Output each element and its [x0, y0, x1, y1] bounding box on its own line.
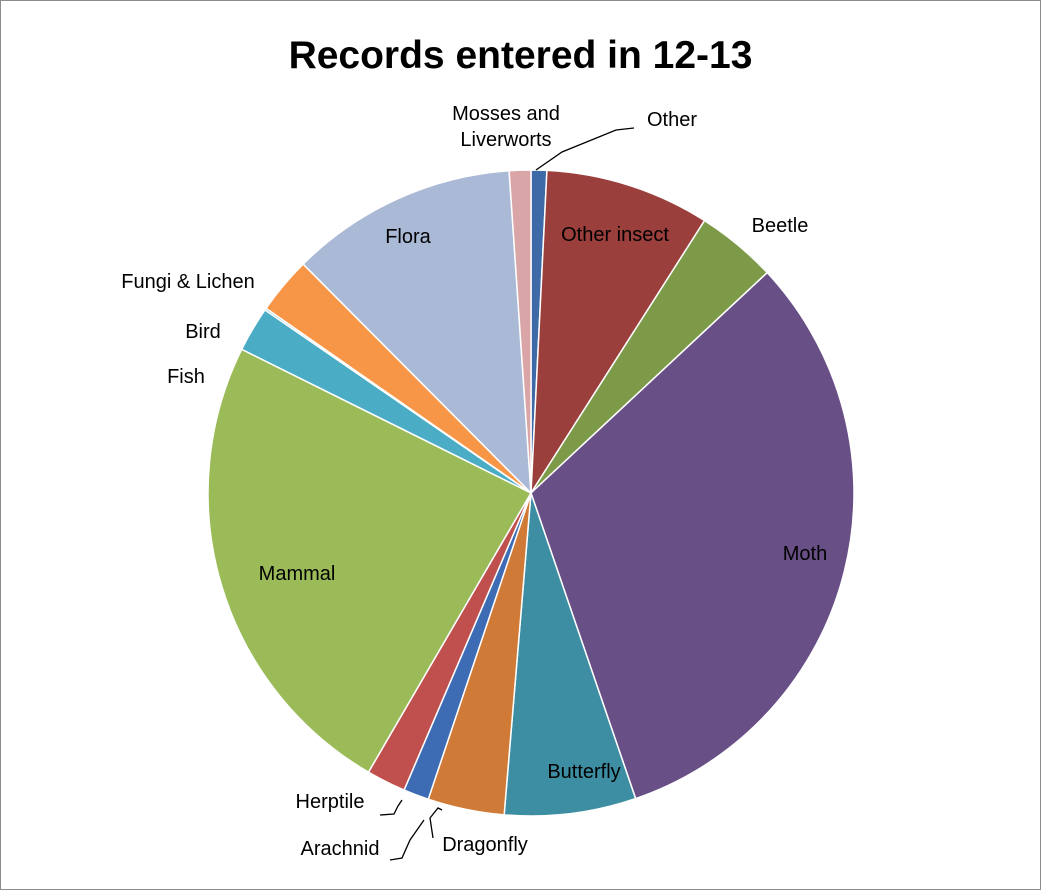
data-label: Fungi & Lichen	[121, 271, 254, 293]
data-label: Moth	[783, 543, 827, 565]
data-label: Arachnid	[301, 838, 380, 860]
data-label: Mammal	[259, 563, 336, 585]
pie-slice-moth	[530, 271, 855, 800]
data-label: Flora	[385, 226, 431, 248]
pie-slice-flora	[302, 169, 532, 495]
pie-slice-mosses-and-liverworts	[508, 169, 532, 494]
chart-title: Records entered in 12-13	[288, 34, 753, 77]
data-label: Fish	[167, 366, 205, 388]
data-label: Herptile	[296, 791, 365, 813]
leader-line	[389, 819, 425, 861]
data-label: Bird	[185, 321, 221, 343]
leader-line	[379, 799, 403, 816]
data-label: Beetle	[752, 215, 809, 237]
data-label: Other insect	[561, 224, 669, 246]
data-label: Butterfly	[547, 761, 620, 783]
pie-slice-mammal	[207, 348, 533, 774]
data-label: Other	[647, 109, 697, 131]
leader-line	[429, 807, 443, 839]
data-label: Mosses and Liverworts	[452, 103, 560, 151]
pie-slice-other-insect	[530, 169, 706, 496]
data-label: Dragonfly	[442, 834, 528, 856]
leader-line	[535, 127, 635, 171]
pie-slice-butterfly	[503, 492, 637, 817]
